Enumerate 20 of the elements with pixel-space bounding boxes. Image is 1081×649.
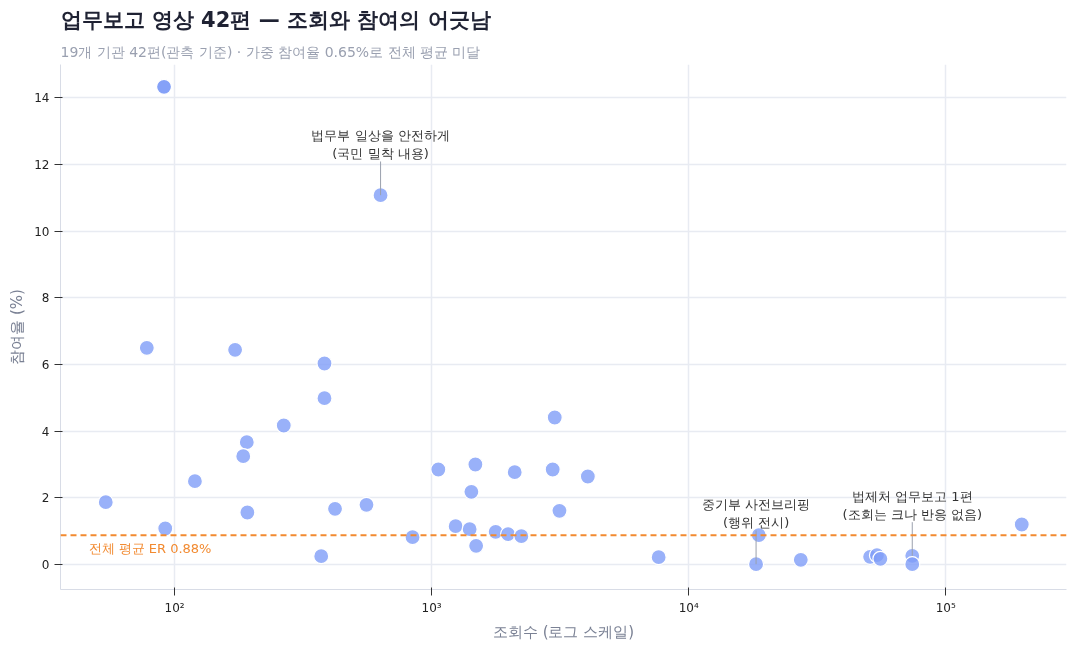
x-tick-label: 10³ (421, 600, 442, 615)
y-tick-label: 8 (41, 291, 50, 306)
x-tick-label: 10⁵ (935, 600, 956, 615)
x-tick-label: 10⁴ (678, 600, 699, 615)
y-axis-title: 참여율 (%) (8, 289, 27, 365)
annotation: 중기부 사전브리핑 (행위 전시) (702, 497, 811, 531)
y-tick-label: 12 (34, 158, 50, 172)
y-tick-label: 14 (34, 91, 50, 106)
annotation: 법제처 업무보고 1편 (조회는 크나 반응 없음) (842, 488, 983, 522)
annotation: 법무부 일상을 안전하게 (국민 밀착 내용) (311, 128, 450, 162)
chart-title: 업무보고 영상 42편 — 조회와 참여의 어긋남 (60, 7, 491, 32)
y-tick-label: 10 (34, 224, 50, 239)
x-axis-title: 조회수 (로그 스케일) (492, 622, 635, 641)
y-tick-label: 0 (41, 558, 50, 572)
y-tick-label: 2 (41, 491, 50, 506)
x-tick-label: 10² (164, 600, 185, 615)
chart-subtitle: 19개 기관 42편(관측 기준) · 가중 참여율 0.65%로 전체 평균 미달 (60, 43, 481, 60)
ref-line-label: 전체 평균 ER 0.88% (88, 541, 212, 557)
y-tick-label: 4 (41, 424, 50, 439)
y-tick-label: 6 (41, 358, 50, 372)
